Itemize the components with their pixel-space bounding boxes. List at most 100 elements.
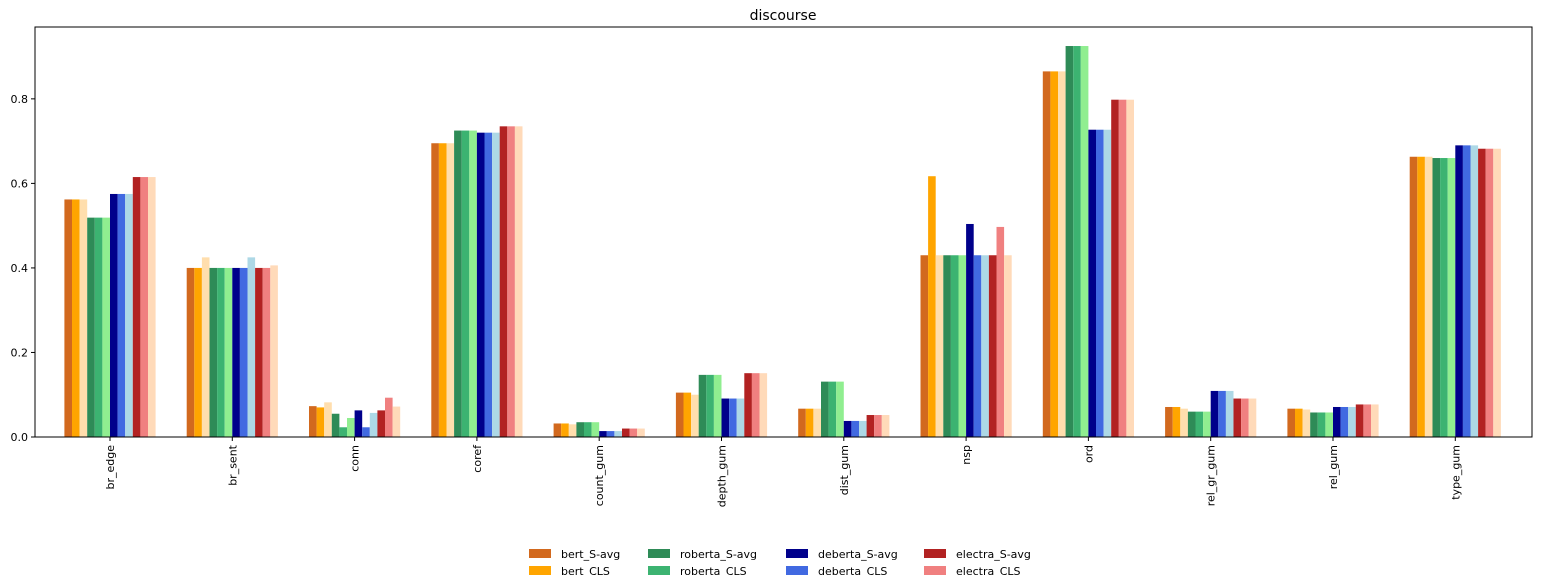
bar-coref-0: [431, 143, 439, 438]
bar-count_gum-0: [553, 423, 562, 437]
bar-br_edge-6: [110, 193, 118, 437]
bar-count_gum-5: [591, 422, 600, 437]
bar-br_edge-8: [125, 193, 133, 437]
bar-conn-4: [339, 427, 347, 437]
bar-dist_gum-6: [843, 420, 852, 437]
bar-rel_gum-1: [1295, 408, 1303, 437]
x-tick-label-depth_gum: depth_gum: [716, 445, 729, 507]
bar-dist_gum-11: [881, 415, 890, 437]
bar-coref-7: [484, 132, 493, 438]
legend-swatch: [529, 549, 551, 558]
legend-label: deberta_CLS: [818, 565, 887, 575]
bar-type_gum-6: [1455, 145, 1463, 437]
bar-ord-10: [1118, 99, 1127, 437]
bar-br_sent-3: [209, 267, 218, 437]
bar-rel_gum-7: [1340, 406, 1349, 437]
bar-depth_gum-6: [721, 398, 730, 437]
legend: bert_S-avg bert_CLS roberta_S-avg roberta_C…: [529, 548, 1031, 575]
bar-rel_gr_gum-7: [1218, 390, 1226, 437]
bar-dist_gum-2: [813, 408, 821, 437]
bar-br_sent-0: [186, 267, 195, 437]
y-axis: 0.0 0.2 0.4 0.6 0.8: [11, 93, 35, 444]
bar-nsp-8: [981, 255, 989, 437]
bar-depth_gum-11: [759, 373, 768, 437]
bar-br_sent-8: [247, 257, 256, 437]
bar-nsp-10: [996, 226, 1005, 437]
bar-br_edge-11: [148, 177, 156, 438]
bar-count_gum-10: [629, 428, 638, 437]
legend-swatch: [529, 566, 551, 575]
bar-rel_gr_gum-1: [1172, 406, 1181, 437]
x-tick-label-type_gum: type_gum: [1449, 445, 1462, 500]
bar-conn-10: [385, 397, 393, 437]
legend-label: deberta_S-avg: [818, 548, 898, 561]
bar-coref-9: [499, 126, 508, 437]
bar-br_sent-11: [270, 265, 278, 437]
legend-label: roberta_S-avg: [680, 548, 757, 561]
bar-rel_gum-8: [1348, 406, 1356, 437]
bar-br_sent-1: [194, 267, 202, 437]
bar-type_gum-4: [1440, 158, 1448, 437]
bar-rel_gum-2: [1302, 409, 1311, 437]
legend-label: bert_CLS: [561, 565, 610, 575]
bar-coref-2: [446, 143, 455, 438]
bar-count_gum-8: [614, 431, 622, 437]
legend-swatch: [786, 549, 808, 558]
bar-dist_gum-9: [866, 415, 875, 437]
bar-ord-7: [1096, 129, 1104, 437]
bar-br_edge-1: [72, 199, 80, 437]
bar-dist_gum-7: [851, 420, 859, 437]
legend-label: electra_S-avg: [956, 548, 1031, 561]
bar-type_gum-7: [1462, 145, 1471, 437]
bar-rel_gr_gum-4: [1195, 411, 1204, 437]
bar-ord-2: [1058, 71, 1066, 437]
bar-type_gum-3: [1432, 158, 1441, 437]
bar-nsp-6: [966, 223, 974, 437]
bar-br_sent-2: [201, 257, 210, 437]
bar-nsp-5: [958, 255, 967, 437]
legend-label: roberta_CLS: [680, 565, 747, 575]
bar-br_sent-9: [255, 267, 263, 437]
legend-swatch: [786, 566, 808, 575]
chart-title: discourse: [750, 8, 817, 24]
bar-ord-8: [1103, 129, 1112, 437]
y-tick-label: 0.4: [11, 262, 29, 275]
bar-dist_gum-4: [828, 381, 837, 437]
bar-br_edge-7: [117, 193, 126, 437]
bar-rel_gr_gum-11: [1248, 398, 1257, 437]
bar-type_gum-8: [1470, 145, 1479, 437]
bar-count_gum-11: [637, 428, 645, 437]
bar-dist_gum-5: [836, 381, 844, 437]
bar-count_gum-2: [568, 424, 577, 437]
bar-rel_gum-5: [1325, 412, 1333, 437]
bar-type_gum-11: [1493, 148, 1501, 438]
bar-depth_gum-9: [744, 373, 752, 437]
bar-dist_gum-3: [821, 381, 829, 437]
bar-depth_gum-5: [713, 374, 722, 437]
bar-depth_gum-10: [751, 373, 760, 437]
bar-depth_gum-0: [675, 392, 684, 437]
bar-br_edge-9: [132, 177, 141, 438]
bar-br_edge-3: [87, 217, 95, 437]
bar-rel_gr_gum-6: [1210, 390, 1219, 437]
bar-rel_gum-10: [1363, 404, 1371, 437]
bar-rel_gr_gum-2: [1180, 408, 1188, 437]
bar-count_gum-3: [576, 422, 584, 437]
bar-nsp-4: [950, 255, 959, 437]
bar-count_gum-4: [584, 422, 592, 437]
bar-coref-4: [461, 130, 470, 437]
bar-conn-8: [369, 412, 378, 437]
x-tick-label-nsp: nsp: [960, 445, 973, 465]
x-tick-label-rel_gum: rel_gum: [1327, 445, 1340, 489]
bar-depth_gum-7: [729, 398, 737, 437]
bar-conn-0: [309, 406, 317, 437]
x-tick-label-coref: coref: [471, 444, 484, 473]
bar-nsp-0: [920, 255, 929, 437]
bar-br_sent-6: [232, 267, 240, 437]
bar-conn-3: [331, 413, 340, 437]
bar-type_gum-5: [1447, 158, 1456, 437]
bar-dist_gum-1: [805, 408, 814, 437]
bar-rel_gr_gum-0: [1165, 406, 1173, 437]
bar-type_gum-9: [1478, 148, 1486, 438]
